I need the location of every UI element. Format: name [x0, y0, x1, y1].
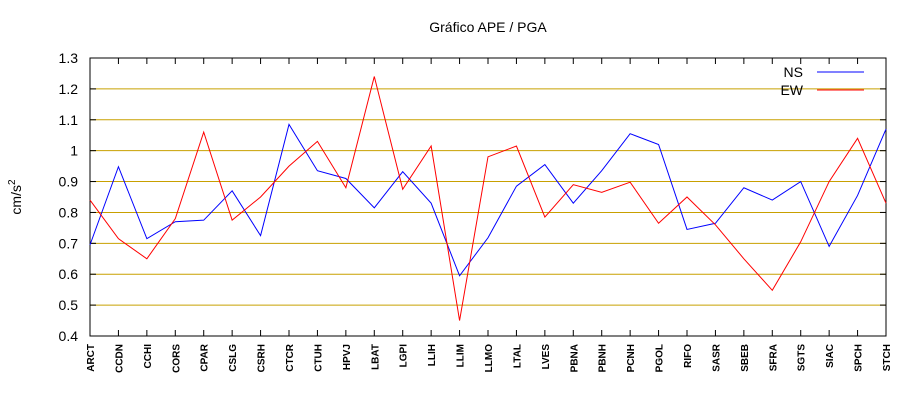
x-tick-label-pbna: PBNA	[569, 344, 580, 372]
x-tick-label-siac: SIAC	[825, 344, 836, 368]
legend-label-ns: NS	[784, 64, 803, 80]
x-tick-label-lgpi: LGPI	[399, 344, 410, 368]
y-axis-ticks: 0.4 0.5 0.6 0.7 0.8 0.9 1 1.1 1.2 1.3	[59, 50, 886, 344]
y-tick-label-1: 0.5	[59, 297, 79, 313]
y-tick-label-4: 0.8	[59, 204, 79, 220]
x-tick-label-lbat: LBAT	[370, 344, 381, 370]
x-tick-label-pgol: PGOL	[655, 344, 666, 372]
y-tick-label-9: 1.3	[59, 50, 79, 66]
y-tick-label-3: 0.7	[59, 235, 79, 251]
x-tick-label-pcnh: PCNH	[626, 344, 637, 372]
y-axis-label-superscript: 2	[7, 179, 18, 185]
x-tick-label-ccdn: CCDN	[114, 344, 125, 373]
chart-title: Gráfico APE / PGA	[429, 19, 547, 35]
legend-label-ew: EW	[780, 82, 803, 98]
x-tick-label-cchi: CCHI	[143, 344, 154, 369]
plot-border	[89, 57, 887, 337]
x-tick-label-sbeb: SBEB	[740, 344, 751, 372]
x-tick-label-llih: LLIH	[427, 344, 438, 366]
x-tick-label-ltal: LTAL	[512, 344, 523, 368]
x-tick-label-cslg: CSLG	[228, 344, 239, 372]
series-lines	[89, 76, 887, 321]
x-tick-label-pbnh: PBNH	[598, 344, 609, 372]
y-axis-label: cm/s2	[7, 179, 24, 215]
y-tick-label-0: 0.4	[59, 328, 79, 344]
y-tick-label-5: 0.9	[59, 174, 79, 190]
grid-lines	[90, 88, 886, 306]
y-tick-label-8: 1.2	[59, 81, 79, 97]
x-tick-label-hpvj: HPVJ	[342, 344, 353, 370]
series-line-ew	[89, 76, 887, 321]
x-tick-label-sasr: SASR	[711, 343, 722, 372]
x-tick-label-ctuh: CTUH	[313, 344, 324, 372]
x-tick-label-rifo: RIFO	[683, 344, 694, 368]
x-tick-label-stch: STCH	[882, 344, 893, 371]
y-tick-label-7: 1.1	[59, 112, 79, 128]
x-tick-label-spch: SPCH	[854, 344, 865, 372]
x-tick-label-sfra: SFRA	[768, 344, 779, 371]
x-axis-ticks: ARCT CCDN CCHI CORS CPAR CSLG CSRH CTCR CTUH HPVJ…	[86, 58, 893, 373]
series-line-ns	[89, 123, 887, 277]
x-tick-label-llim: LLIM	[456, 344, 467, 367]
x-tick-label-lves: LVES	[541, 344, 552, 370]
y-tick-label-2: 0.6	[59, 266, 79, 282]
plot-frame	[89, 57, 887, 337]
x-tick-label-csrh: CSRH	[257, 344, 268, 372]
x-tick-label-arct: ARCT	[86, 344, 97, 372]
x-tick-label-llmo: LLMO	[484, 344, 495, 373]
x-tick-label-ctcr: CTCR	[285, 343, 296, 372]
x-tick-label-sgts: SGTS	[797, 344, 808, 372]
legend: NS EW	[780, 64, 864, 98]
x-tick-label-cpar: CPAR	[200, 343, 211, 371]
y-tick-label-6: 1	[70, 143, 78, 159]
x-tick-label-cors: CORS	[171, 344, 182, 373]
